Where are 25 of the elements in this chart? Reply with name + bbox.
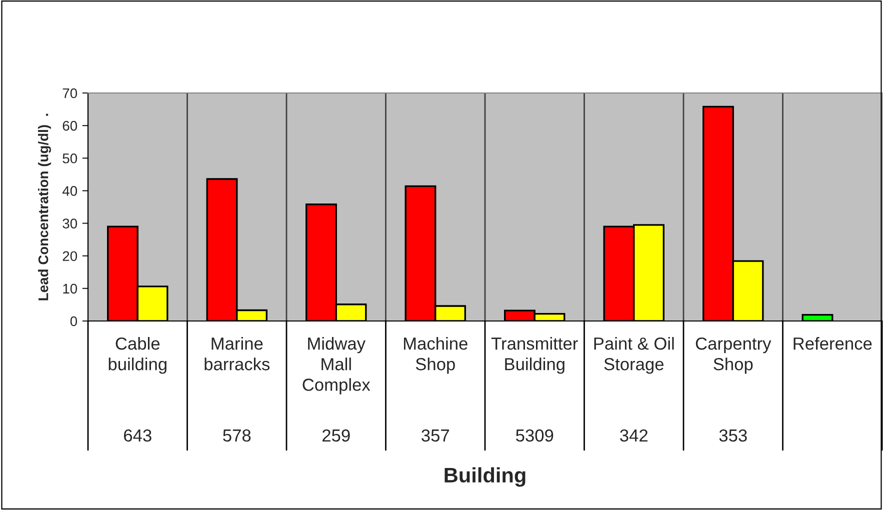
x-tick-label: Machine Shop: [404, 337, 468, 374]
text: 643: [124, 429, 152, 442]
text: 342: [620, 429, 648, 442]
x-tick-label: Transmitter Building: [491, 337, 578, 374]
y-tick-label: 10: [63, 284, 78, 294]
x-tick-label: Midway Mall Complex: [302, 337, 370, 394]
x-tick-label: Reference: [794, 337, 872, 350]
y-tick-label: 0: [70, 316, 78, 326]
y-tick-label: 40: [62, 186, 78, 196]
text: 578: [223, 429, 251, 442]
y-tick-label: 20: [62, 251, 78, 262]
x-tick-label: Marine barracks: [204, 337, 270, 370]
x-tick-label: Cable building: [108, 337, 166, 374]
text: 353: [719, 429, 747, 442]
y-tick-label: 60: [62, 120, 78, 131]
text: 357: [422, 429, 449, 442]
y-tick-label: 50: [62, 153, 78, 164]
x-axis-title: Building: [444, 467, 526, 487]
y-tick-label: 70: [62, 88, 78, 98]
text: 5309: [516, 429, 554, 442]
x-tick-label: Paint & Oil Storage: [594, 337, 674, 374]
x-tick-label: Carpentry Shop: [696, 337, 772, 374]
text: 259: [322, 429, 350, 442]
y-axis-title: Lead Concentration (ug/dl) .: [38, 114, 52, 300]
y-tick-label: 30: [62, 218, 78, 228]
